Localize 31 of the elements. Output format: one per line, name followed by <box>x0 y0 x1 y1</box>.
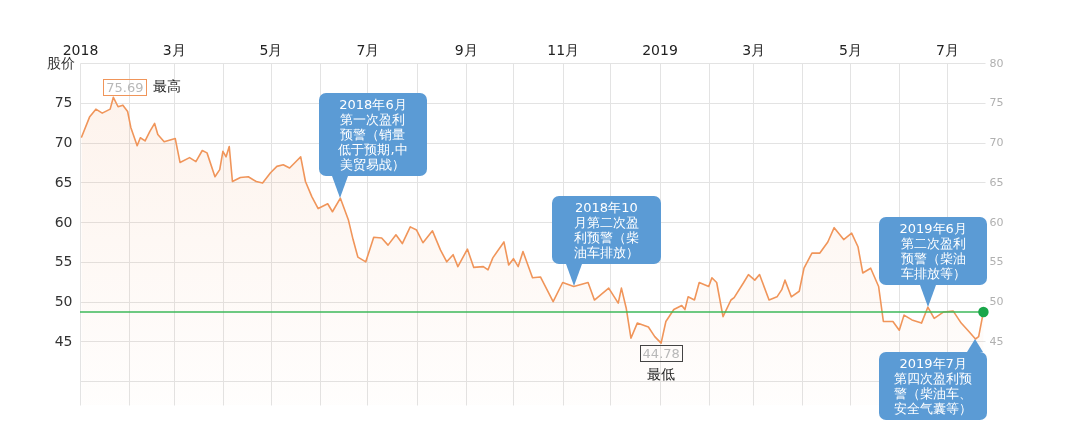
y2-tick-label: 65 <box>989 175 1004 189</box>
x-tick-label: 7月 <box>356 41 380 58</box>
x-tick-label: 9月 <box>454 41 478 58</box>
y2-tick-label: 80 <box>989 56 1004 70</box>
annotation: 2019年6月第二次盈利预警（柴油车排放等） <box>879 217 988 286</box>
y-tick-label: 60 <box>54 213 73 230</box>
y-tick-label: 50 <box>54 293 73 310</box>
label-box: 44.78 <box>639 345 683 363</box>
y-tick-label: 65 <box>54 173 73 190</box>
y-tick-label: 75 <box>54 94 73 111</box>
y2-tick-label: 60 <box>989 215 1004 229</box>
annotation: 最高 <box>152 78 181 97</box>
y2-tick-label: 75 <box>989 96 1004 110</box>
y-tick-label: 55 <box>54 253 73 270</box>
x-tick-label: 2019 <box>642 41 678 58</box>
y-tick-label: 45 <box>54 332 73 349</box>
x-tick-label: 5月 <box>839 41 862 58</box>
y-tick-label: 70 <box>54 134 73 151</box>
annotation: 2018年6月第一次盈利预警（销量低于预期,中美贸易战） <box>318 93 428 177</box>
x-tick-label: 3月 <box>742 41 766 58</box>
x-tick-label: 7月 <box>935 41 959 58</box>
y2-tick-label: 45 <box>989 334 1004 348</box>
x-tick-label: 11月 <box>547 41 580 58</box>
y2-tick-label: 70 <box>989 136 1004 150</box>
x-tick-label: 3月 <box>162 41 186 58</box>
y2-tick-label: 50 <box>989 295 1004 309</box>
y2-tick-label: 55 <box>989 255 1004 269</box>
x-tick-label: 5月 <box>259 41 283 58</box>
annotation: 2018年10月第二次盈利预警（柴油车排放） <box>552 196 661 265</box>
label-box: 75.69 <box>103 78 147 96</box>
annotation: 最低 <box>647 366 676 385</box>
